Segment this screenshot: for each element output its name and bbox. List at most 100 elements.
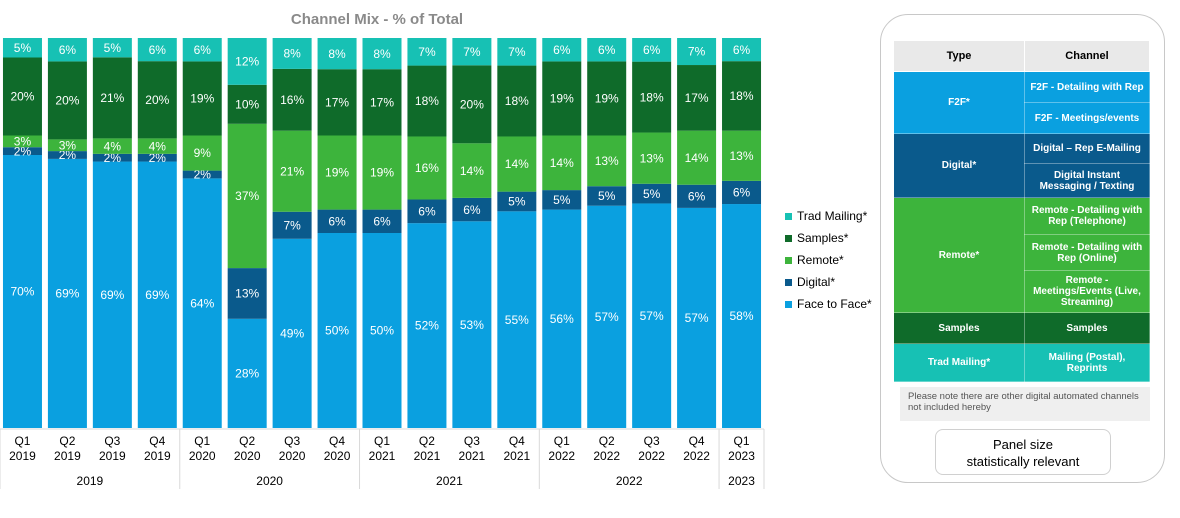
table-header-row: Type Channel	[893, 40, 1150, 72]
bar-segment	[137, 61, 177, 139]
data-label: 19%	[550, 92, 574, 106]
bar-segment	[632, 132, 672, 184]
bar-segment	[92, 161, 132, 428]
data-label: 70%	[10, 285, 34, 299]
bar-segment	[137, 138, 177, 154]
x-tick-label: Q3	[464, 434, 480, 448]
data-label: 2%	[59, 148, 77, 162]
x-tick-label: 2021	[369, 449, 396, 463]
data-label: 21%	[100, 91, 124, 105]
bar-segment	[677, 38, 717, 66]
x-tick-label: 2020	[279, 449, 306, 463]
x-tick-label: Q4	[689, 434, 705, 448]
bar-segment	[227, 123, 267, 269]
channel-cell: Samples	[1024, 312, 1150, 344]
bar-segment	[722, 38, 762, 62]
bar-segment	[137, 153, 177, 162]
data-label: 49%	[280, 327, 304, 341]
panel-size-line2: statistically relevant	[966, 454, 1080, 469]
data-label: 8%	[283, 47, 301, 61]
bar-segment	[497, 136, 537, 192]
data-label: 13%	[595, 154, 619, 168]
bar-segment	[227, 84, 267, 124]
bar-segment	[317, 135, 357, 210]
bar-segment	[542, 190, 582, 210]
data-label: 14%	[550, 156, 574, 170]
data-label: 6%	[553, 43, 571, 57]
data-label: 14%	[505, 157, 529, 171]
data-label: 3%	[14, 135, 32, 149]
data-label: 17%	[685, 91, 709, 105]
legend-item-samples: Samples*	[785, 227, 872, 249]
data-label: 19%	[370, 166, 394, 180]
data-label: 6%	[733, 186, 751, 200]
data-label: 6%	[194, 43, 212, 57]
legend-label: Digital*	[797, 275, 836, 289]
bar-segment	[272, 238, 312, 428]
type-cell-remote: Remote*	[893, 197, 1025, 313]
bar-segment	[2, 135, 42, 148]
data-label: 4%	[104, 139, 122, 153]
header-type: Type	[893, 40, 1025, 72]
bar-segment	[362, 135, 402, 210]
bar-segment	[362, 38, 402, 70]
x-tick-label: Q4	[509, 434, 525, 448]
bar-segment	[452, 221, 492, 428]
data-label: 56%	[550, 312, 574, 326]
channel-cell: F2F - Detailing with Rep	[1024, 71, 1150, 103]
data-label: 2%	[194, 168, 212, 182]
bar-segment	[452, 143, 492, 198]
data-label: 16%	[415, 161, 439, 175]
data-label: 8%	[328, 47, 346, 61]
bar-segment	[407, 136, 447, 200]
data-label: 69%	[55, 287, 79, 301]
x-tick-label: 2021	[414, 449, 441, 463]
x-tick-label: 2022	[638, 449, 665, 463]
bar-segment	[407, 223, 447, 428]
bar-segment	[182, 178, 222, 428]
bar-segment	[272, 68, 312, 131]
bar-segment	[452, 38, 492, 66]
bar-segment	[407, 38, 447, 66]
bar-segment	[227, 38, 267, 85]
bar-segment	[2, 38, 42, 58]
table-row: Samples Samples	[893, 312, 1150, 344]
plot-area: 70%2%3%20%5%69%2%3%20%6%69%2%4%21%5%69%2…	[2, 38, 762, 428]
bar-segment	[92, 138, 132, 154]
x-tick-label: Q2	[419, 434, 435, 448]
data-label: 20%	[10, 90, 34, 104]
bar-segment	[47, 158, 87, 428]
year-group-label: 2023	[728, 474, 755, 488]
legend-label: Samples*	[797, 231, 849, 245]
data-label: 18%	[505, 94, 529, 108]
x-tick-label: Q1	[14, 434, 30, 448]
channel-cell: Remote - Detailing with Rep (Online)	[1024, 234, 1150, 271]
data-label: 10%	[235, 97, 259, 111]
legend-swatch	[785, 212, 792, 220]
data-label: 7%	[463, 45, 481, 59]
data-label: 5%	[14, 41, 32, 55]
data-label: 6%	[463, 203, 481, 217]
bar-segment	[92, 38, 132, 58]
bar-segment	[632, 183, 672, 204]
channel-cell: Remote - Meetings/Events (Live, Streamin…	[1024, 270, 1150, 313]
table-row: Trad Mailing* Mailing (Postal), Reprints	[893, 343, 1150, 382]
legend-label: Trad Mailing*	[797, 209, 868, 223]
bar-segment	[677, 207, 717, 428]
bar-segment	[272, 211, 312, 239]
data-label: 6%	[328, 214, 346, 228]
bar-segment	[317, 233, 357, 428]
data-label: 13%	[235, 287, 259, 301]
legend-item-digital: Digital*	[785, 271, 872, 293]
bar-segment	[2, 57, 42, 136]
bar-segment	[722, 61, 762, 131]
x-tick-label: 2019	[144, 449, 171, 463]
x-tick-label: 2020	[324, 449, 351, 463]
legend-item-trad-mailing: Trad Mailing*	[785, 205, 872, 227]
legend-swatch	[785, 256, 792, 264]
bar-segment	[47, 38, 87, 62]
bar-segment	[182, 61, 222, 136]
data-label: 18%	[730, 89, 754, 103]
data-label: 5%	[643, 187, 661, 201]
x-tick-label: 2020	[234, 449, 261, 463]
